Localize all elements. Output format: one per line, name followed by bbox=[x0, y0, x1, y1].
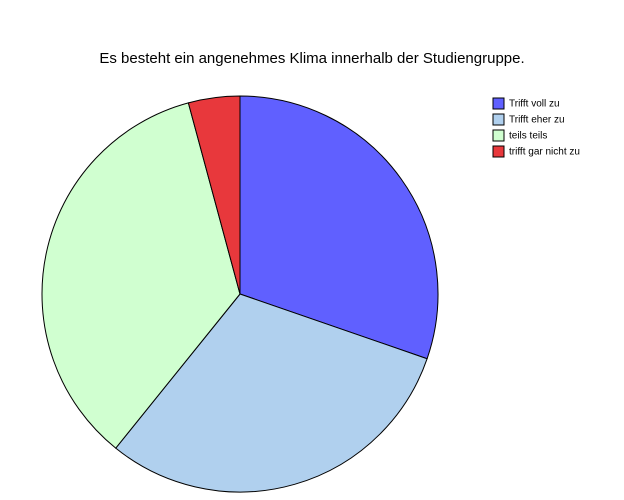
legend-swatch bbox=[492, 97, 505, 110]
legend-label: trifft gar nicht zu bbox=[509, 147, 580, 158]
legend-swatch bbox=[492, 145, 505, 158]
legend-swatch bbox=[492, 129, 505, 142]
legend-label: teils teils bbox=[509, 131, 547, 142]
pie-slice bbox=[41, 102, 241, 449]
pie-slice bbox=[187, 95, 241, 295]
legend-label: Trifft eher zu bbox=[509, 115, 565, 126]
legend-label: Trifft voll zu bbox=[509, 99, 560, 110]
chart-title: Es besteht ein angenehmes Klima innerhal… bbox=[99, 50, 524, 67]
pie-slice bbox=[239, 95, 439, 360]
pie-slice bbox=[115, 293, 428, 493]
legend-swatch bbox=[492, 113, 505, 126]
